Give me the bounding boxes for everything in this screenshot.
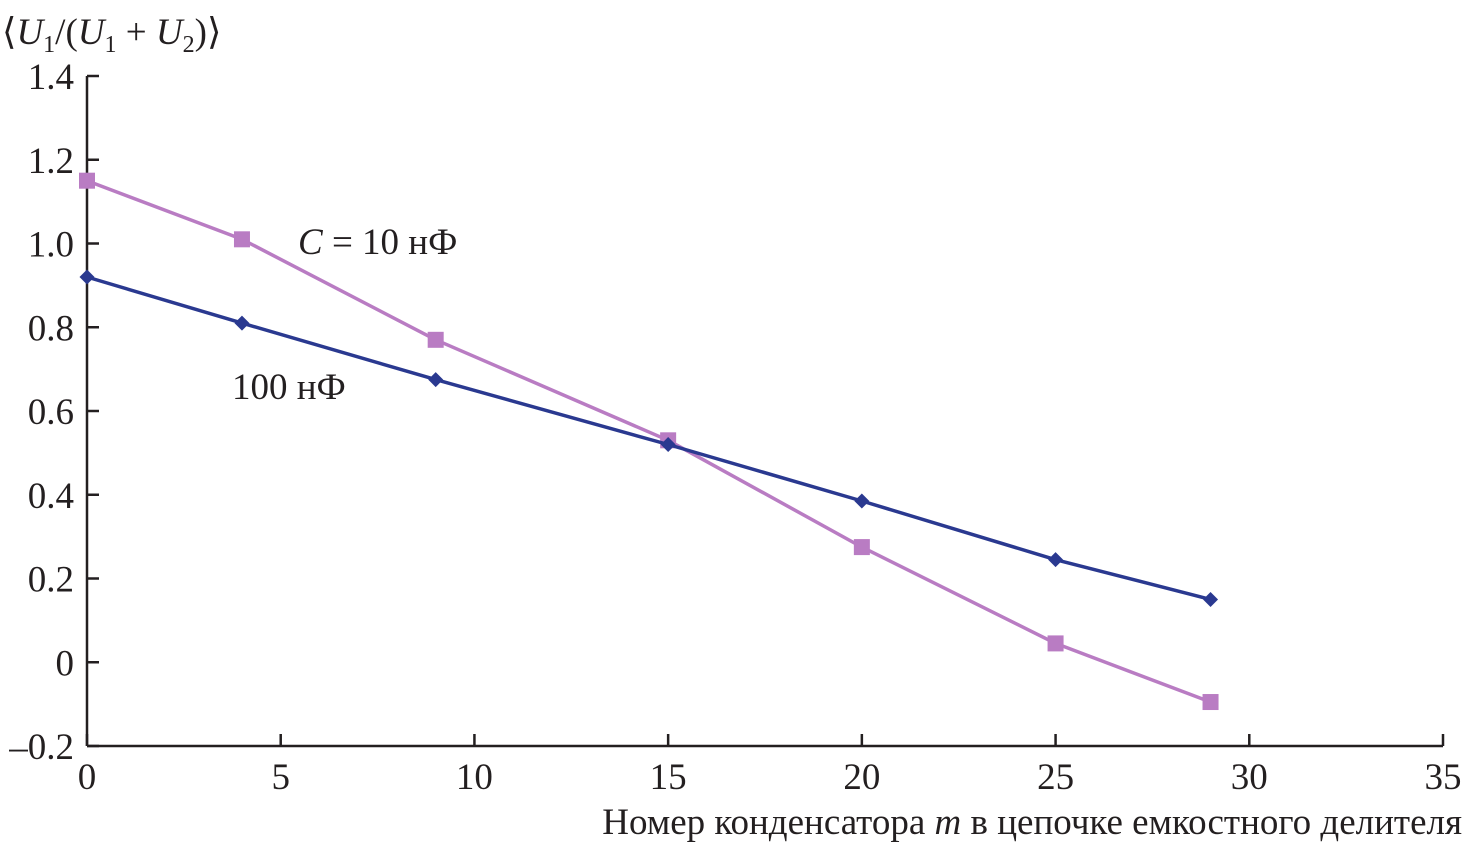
data-point-100nf xyxy=(79,269,95,285)
data-point-10nf xyxy=(1202,694,1219,711)
series-line-100nf xyxy=(86,275,1211,602)
y-tick-label: 1.0 xyxy=(28,225,74,266)
data-point-100nf xyxy=(1048,552,1064,568)
x-tick-label: 30 xyxy=(1231,757,1268,798)
x-axis-ticks: 0 5 10 15 20 25 30 35 xyxy=(78,734,1462,798)
series-label-10nf: C = 10 нФ xyxy=(298,222,457,263)
y-axis-title: ⟨U1/(U1 + U2)⟩ xyxy=(2,12,221,58)
y-tick-label: 0.4 xyxy=(28,476,74,517)
x-tick-label: 20 xyxy=(843,757,880,798)
x-tick-label: 5 xyxy=(271,757,290,798)
y-tick-label: 0.2 xyxy=(28,560,74,601)
y-axis-ticks: 1.4 1.2 1.0 0.8 0.6 0.4 0.2 0 –0.2 xyxy=(8,57,99,768)
y-tick-label: 0 xyxy=(56,643,75,684)
series-group xyxy=(79,172,1219,711)
x-tick-label: 15 xyxy=(650,757,687,798)
data-point-100nf xyxy=(234,315,250,331)
y-tick-label: 0.8 xyxy=(28,308,74,349)
y-tick-label: 1.4 xyxy=(28,57,74,98)
data-point-10nf xyxy=(79,172,95,189)
series-label-100nf: 100 нФ xyxy=(232,367,346,408)
x-axis-title: Номер конденсатора m в цепочке емкостног… xyxy=(602,802,1462,843)
data-point-10nf xyxy=(853,539,870,556)
x-tick-label: 25 xyxy=(1037,757,1074,798)
series-line-10nf xyxy=(86,179,1212,704)
data-point-100nf xyxy=(428,372,444,388)
y-tick-label: 0.6 xyxy=(28,392,74,433)
x-tick-label: 35 xyxy=(1425,757,1462,798)
data-point-10nf xyxy=(427,331,444,348)
y-tick-label: 1.2 xyxy=(28,141,74,182)
y-tick-label: –0.2 xyxy=(8,727,74,768)
x-tick-label: 0 xyxy=(78,757,97,798)
data-point-10nf xyxy=(1047,635,1064,652)
x-tick-label: 10 xyxy=(456,757,493,798)
axes xyxy=(85,76,1443,748)
data-point-100nf xyxy=(854,493,870,509)
data-point-100nf xyxy=(1203,591,1219,607)
data-point-10nf xyxy=(233,231,250,248)
data-point-100nf xyxy=(660,437,676,452)
